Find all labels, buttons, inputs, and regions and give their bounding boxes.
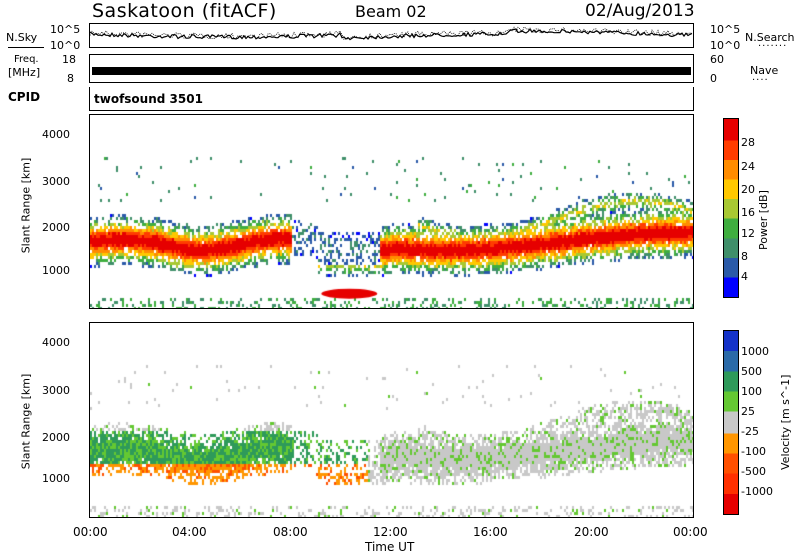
xtick-0: 00:00 [73,525,108,539]
velocity-heatmap [90,323,693,517]
date-label: 02/Aug/2013 [585,1,695,21]
freq-tick-bottom: 8 [67,72,74,85]
noise-tick-top-right: 10^5 [710,23,741,36]
freq-label-1: Freq. [14,54,39,65]
noise-trace [89,26,693,41]
cpid-value: twofsound 3501 [94,92,203,106]
station-title: Saskatoon (fitACF) [92,0,277,22]
power-cbar-label: Power [dB] [757,190,770,250]
cpid-label: CPID [8,90,41,104]
noise-tick-bottom-left: 10^0 [50,39,81,52]
noise-search-label: N.Search [745,31,795,44]
xtick-3: 12:00 [373,525,408,539]
noise-search-trace [89,26,693,41]
power-heatmap [90,115,693,308]
noise-panel [89,23,694,48]
xtick-5: 20:00 [574,525,609,539]
power-colorbar [723,118,739,298]
power-ytick-4000: 4000 [42,128,70,141]
vel-cbar-tick-m1000: -1000 [741,485,773,498]
power-ytick-2000: 2000 [42,221,70,234]
nave-tick-bottom: 0 [710,72,717,85]
power-cbar-tick-28: 28 [741,136,755,149]
freq-tick-top: 18 [62,53,76,66]
velocity-cbar-label: Velocity [m s^-1] [779,374,792,470]
vel-cbar-tick-m500: -500 [741,465,766,478]
power-cbar-tick-4: 4 [741,270,748,283]
velocity-ytick-2000: 2000 [42,431,70,444]
freq-panel [89,54,694,83]
xtick-4: 16:00 [473,525,508,539]
vel-cbar-tick-25: 25 [741,405,755,418]
xtick-1: 04:00 [172,525,207,539]
power-cbar-tick-16: 16 [741,206,755,219]
nave-label: Nave [750,64,779,77]
noise-search-dots: ······· [758,41,788,52]
power-cbar-tick-12: 12 [741,227,755,240]
cpid-panel: twofsound 3501 [89,87,694,111]
vel-cbar-tick-500: 500 [741,365,762,378]
vel-cbar-tick-m25: -25 [741,425,759,438]
velocity-colorbar [723,330,739,515]
power-ylabel: Slant Range [km] [19,157,33,254]
velocity-ytick-1000: 1000 [42,472,70,485]
vel-cbar-tick-100: 100 [741,385,762,398]
velocity-ytick-3000: 3000 [42,384,70,397]
nave-dots: ···· [752,75,769,86]
freq-label-2: [MHz] [8,66,41,79]
freq-band [92,67,691,75]
power-panel [89,114,694,309]
velocity-ytick-4000: 4000 [42,336,70,349]
noise-sky-label: N.Sky [6,31,38,44]
power-cbar-tick-20: 20 [741,183,755,196]
noise-sky-underline [8,47,44,48]
power-ytick-3000: 3000 [42,175,70,188]
power-cbar-tick-24: 24 [741,160,755,173]
vel-cbar-tick-m100: -100 [741,445,766,458]
noise-tick-top-left: 10^5 [50,23,81,36]
xtick-2: 08:00 [273,525,308,539]
x-axis-label: Time UT [365,540,415,554]
vel-cbar-tick-1000: 1000 [741,345,769,358]
power-ytick-1000: 1000 [42,264,70,277]
beam-label: Beam 02 [355,2,427,21]
nave-tick-top: 60 [710,53,724,66]
noise-tick-bottom-right: 10^0 [710,39,741,52]
xtick-6: 00:00 [673,525,708,539]
power-cbar-tick-8: 8 [741,250,748,263]
velocity-panel [89,322,694,518]
velocity-ylabel: Slant Range [km] [19,373,33,470]
